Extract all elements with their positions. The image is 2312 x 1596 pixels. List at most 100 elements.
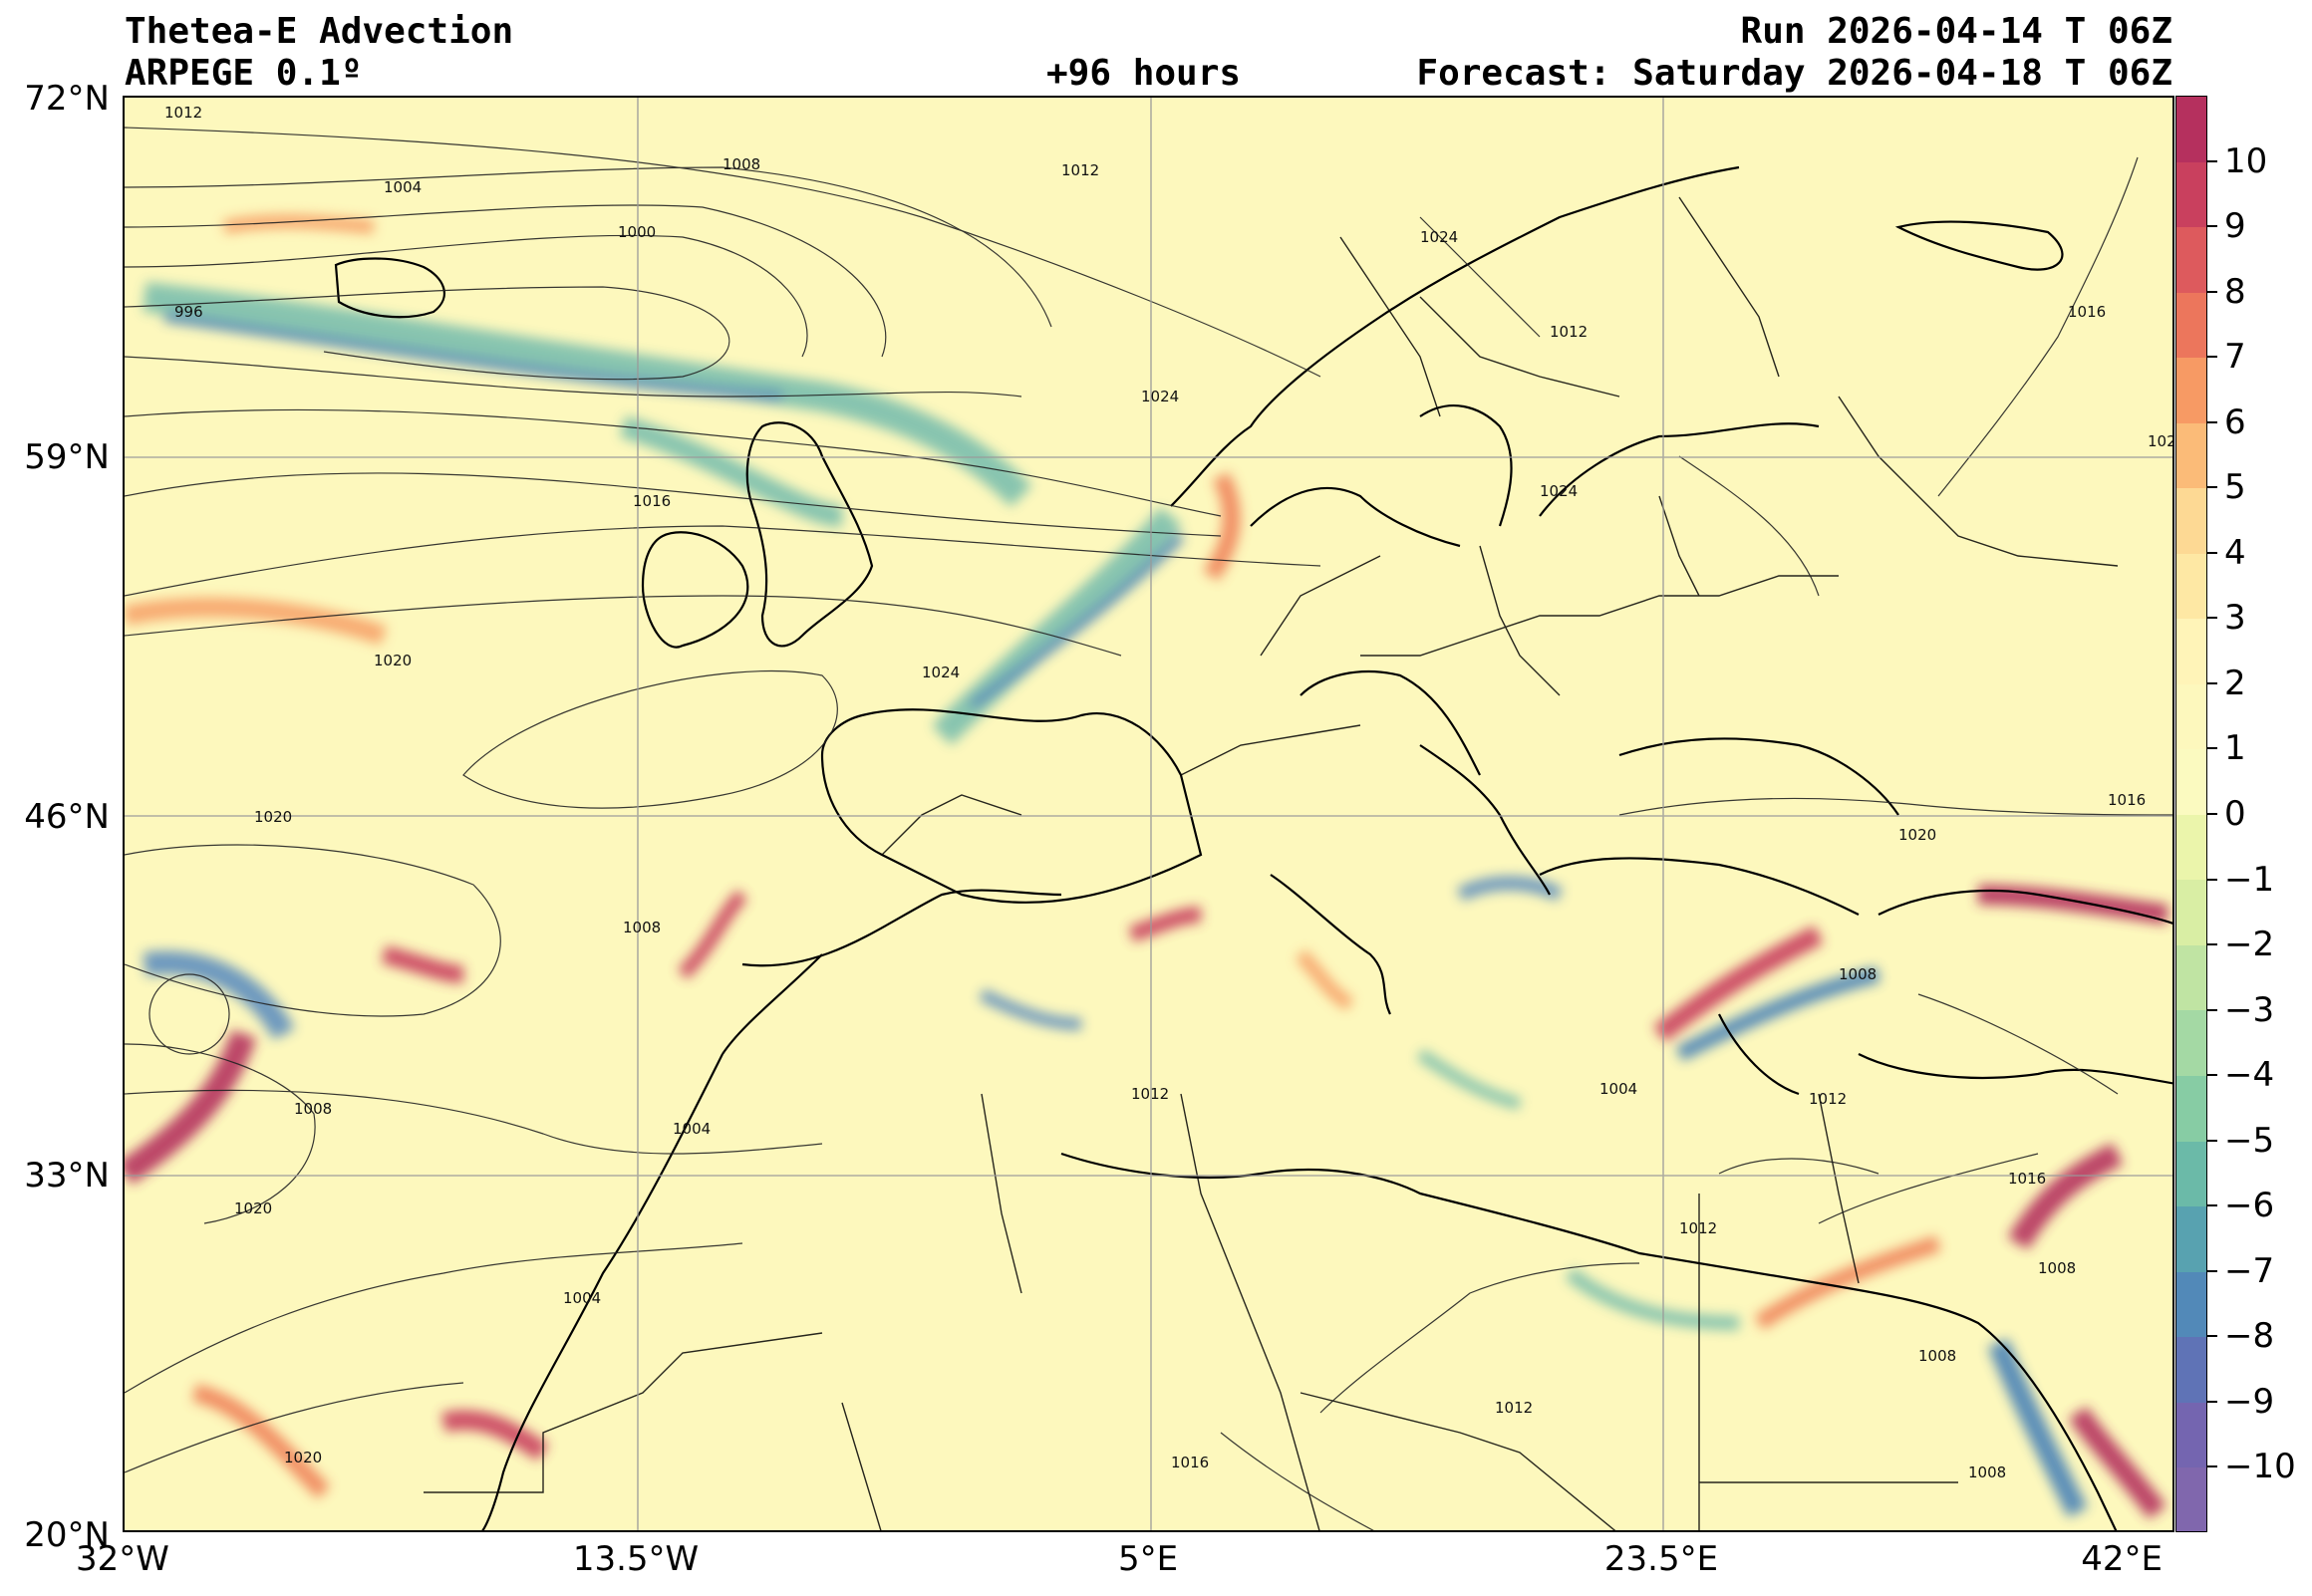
isobar-label: 1012: [1061, 161, 1099, 179]
isobar-label: 1020: [1898, 826, 1936, 844]
lat-label-33: 33°N: [24, 1156, 110, 1196]
isobar-label: 1012: [1495, 1399, 1533, 1417]
colorbar-segment: [2176, 1010, 2206, 1076]
isobar-label: 1016: [633, 492, 671, 510]
borders: [424, 196, 2119, 1530]
colorbar-tick: [2207, 551, 2217, 554]
colorbar-tick: [2207, 1204, 2217, 1207]
colorbar-tick-label: 0: [2224, 794, 2246, 834]
isobars: [125, 127, 2172, 1530]
colorbar-segment: [2176, 422, 2206, 489]
colorbar-tick-label: 1: [2224, 728, 2246, 769]
colorbar-tick: [2207, 813, 2217, 815]
isobar-label: 1008: [1918, 1347, 1956, 1365]
isobar-label: 1016: [2068, 303, 2106, 321]
isobar-label: 1008: [294, 1100, 332, 1118]
lat-label-20: 20°N: [24, 1515, 110, 1555]
colorbar-segment: [2176, 1141, 2206, 1207]
colorbar-tick: [2207, 681, 2217, 684]
isobar-label: 1012: [164, 104, 202, 122]
isobar-label: 1024: [1540, 482, 1578, 500]
colorbar-segment: [2176, 1271, 2206, 1338]
colorbar-tick: [2207, 617, 2217, 620]
lon-label-5e: 5°E: [1117, 1539, 1179, 1579]
isobar-label: 1000: [618, 223, 656, 241]
colorbar-segment: [2176, 619, 2206, 684]
colorbar-segment: [2176, 1075, 2206, 1142]
colorbar-segment: [2176, 488, 2206, 554]
colorbar-tick: [2207, 225, 2217, 228]
colorbar-tick-label: −3: [2224, 989, 2275, 1030]
isobar-label: 1012: [1131, 1085, 1169, 1103]
map-panel: 1012 1004 1008 1012 1000 996 1016 1020 1024 1024 1…: [123, 96, 2174, 1532]
colorbar-segment: [2176, 1337, 2206, 1403]
isobar-label: 1020: [254, 808, 292, 826]
colorbar-tick-label: −6: [2224, 1186, 2275, 1226]
isobar-label: 1024: [1420, 228, 1458, 246]
isobar-label: 1012: [1679, 1219, 1717, 1237]
colorbar-segment: [2176, 880, 2206, 945]
colorbar-tick: [2207, 1335, 2217, 1338]
lat-label-46: 46°N: [24, 797, 110, 837]
colorbar-tick-label: −7: [2224, 1250, 2275, 1291]
isobar-label: 1020: [234, 1199, 272, 1217]
colorbar-tick-label: 10: [2224, 140, 2268, 181]
colorbar-segment: [2176, 553, 2206, 620]
isobar-label: 1016: [2108, 791, 2146, 809]
colorbar-tick: [2207, 1400, 2217, 1403]
colorbar-tick: [2207, 420, 2217, 423]
colorbar-tick-label: −8: [2224, 1316, 2275, 1357]
isobar-label: 1008: [1839, 965, 1877, 983]
colorbar-tick: [2207, 747, 2217, 750]
isobar-label: 1024: [922, 664, 960, 681]
colorbar: [2175, 96, 2207, 1532]
colorbar-segment: [2176, 1467, 2206, 1531]
colorbar-tick: [2207, 159, 2217, 162]
isobar-label: 996: [174, 303, 203, 321]
isobar-label: 1008: [623, 919, 661, 936]
colorbar-tick: [2207, 943, 2217, 946]
colorbar-segment: [2176, 683, 2206, 750]
isobar-label: 1004: [384, 178, 422, 196]
colorbar-tick: [2207, 290, 2217, 293]
isobar-label: 1008: [2038, 1259, 2076, 1277]
isobar-label: 1016: [2008, 1170, 2046, 1188]
lat-label-59: 59°N: [24, 437, 110, 477]
colorbar-segment: [2176, 814, 2206, 881]
isobar-label: 1012: [1550, 323, 1588, 341]
colorbar-segment: [2176, 358, 2206, 423]
isobar-label: 1012: [1809, 1090, 1847, 1108]
colorbar-tick-label: 7: [2224, 337, 2246, 378]
colorbar-tick-label: −4: [2224, 1055, 2275, 1096]
colorbar-tick: [2207, 1008, 2217, 1011]
lon-label-42e: 42°E: [2081, 1539, 2163, 1579]
map-canvas: 1012 1004 1008 1012 1000 996 1016 1020 1024 1024 1…: [125, 98, 2174, 1530]
model-label: ARPEGE 0.1º: [125, 53, 363, 94]
isobar-label: 1008: [1968, 1463, 2006, 1481]
isobar-label: 1024: [1141, 388, 1179, 405]
colorbar-tick: [2207, 356, 2217, 359]
title: Thetea-E Advection: [125, 11, 514, 52]
colorbar-tick-label: −2: [2224, 925, 2275, 965]
lon-label-23-5e: 23.5°E: [1603, 1539, 1719, 1579]
colorbar-tick-label: −9: [2224, 1381, 2275, 1422]
colorbar-tick-label: −1: [2224, 859, 2275, 900]
colorbar-tick: [2207, 1465, 2217, 1468]
colorbar-tick-label: 8: [2224, 271, 2246, 312]
forecast-label: Forecast: Saturday 2026-04-18 T 06Z: [1416, 53, 2172, 94]
colorbar-segment: [2176, 1402, 2206, 1468]
isobar-label: 1020: [284, 1449, 322, 1466]
colorbar-tick-label: 9: [2224, 206, 2246, 247]
coastlines: [334, 165, 2172, 1530]
colorbar-tick: [2207, 878, 2217, 881]
isobar-labels: 1012 1004 1008 1012 1000 996 1016 1020 1024 1024 1…: [164, 104, 2174, 1481]
lat-label-72: 72°N: [24, 79, 110, 119]
lead-time: +96 hours: [1046, 53, 1242, 94]
isobar-label: 1020: [2148, 432, 2174, 450]
colorbar-tick: [2207, 1269, 2217, 1272]
colorbar-tick: [2207, 486, 2217, 489]
isobar-label: 1004: [563, 1289, 601, 1307]
isobar-label: 1004: [673, 1120, 711, 1138]
isobar-label: 1004: [1599, 1080, 1637, 1098]
colorbar-tick-label: 3: [2224, 598, 2246, 639]
